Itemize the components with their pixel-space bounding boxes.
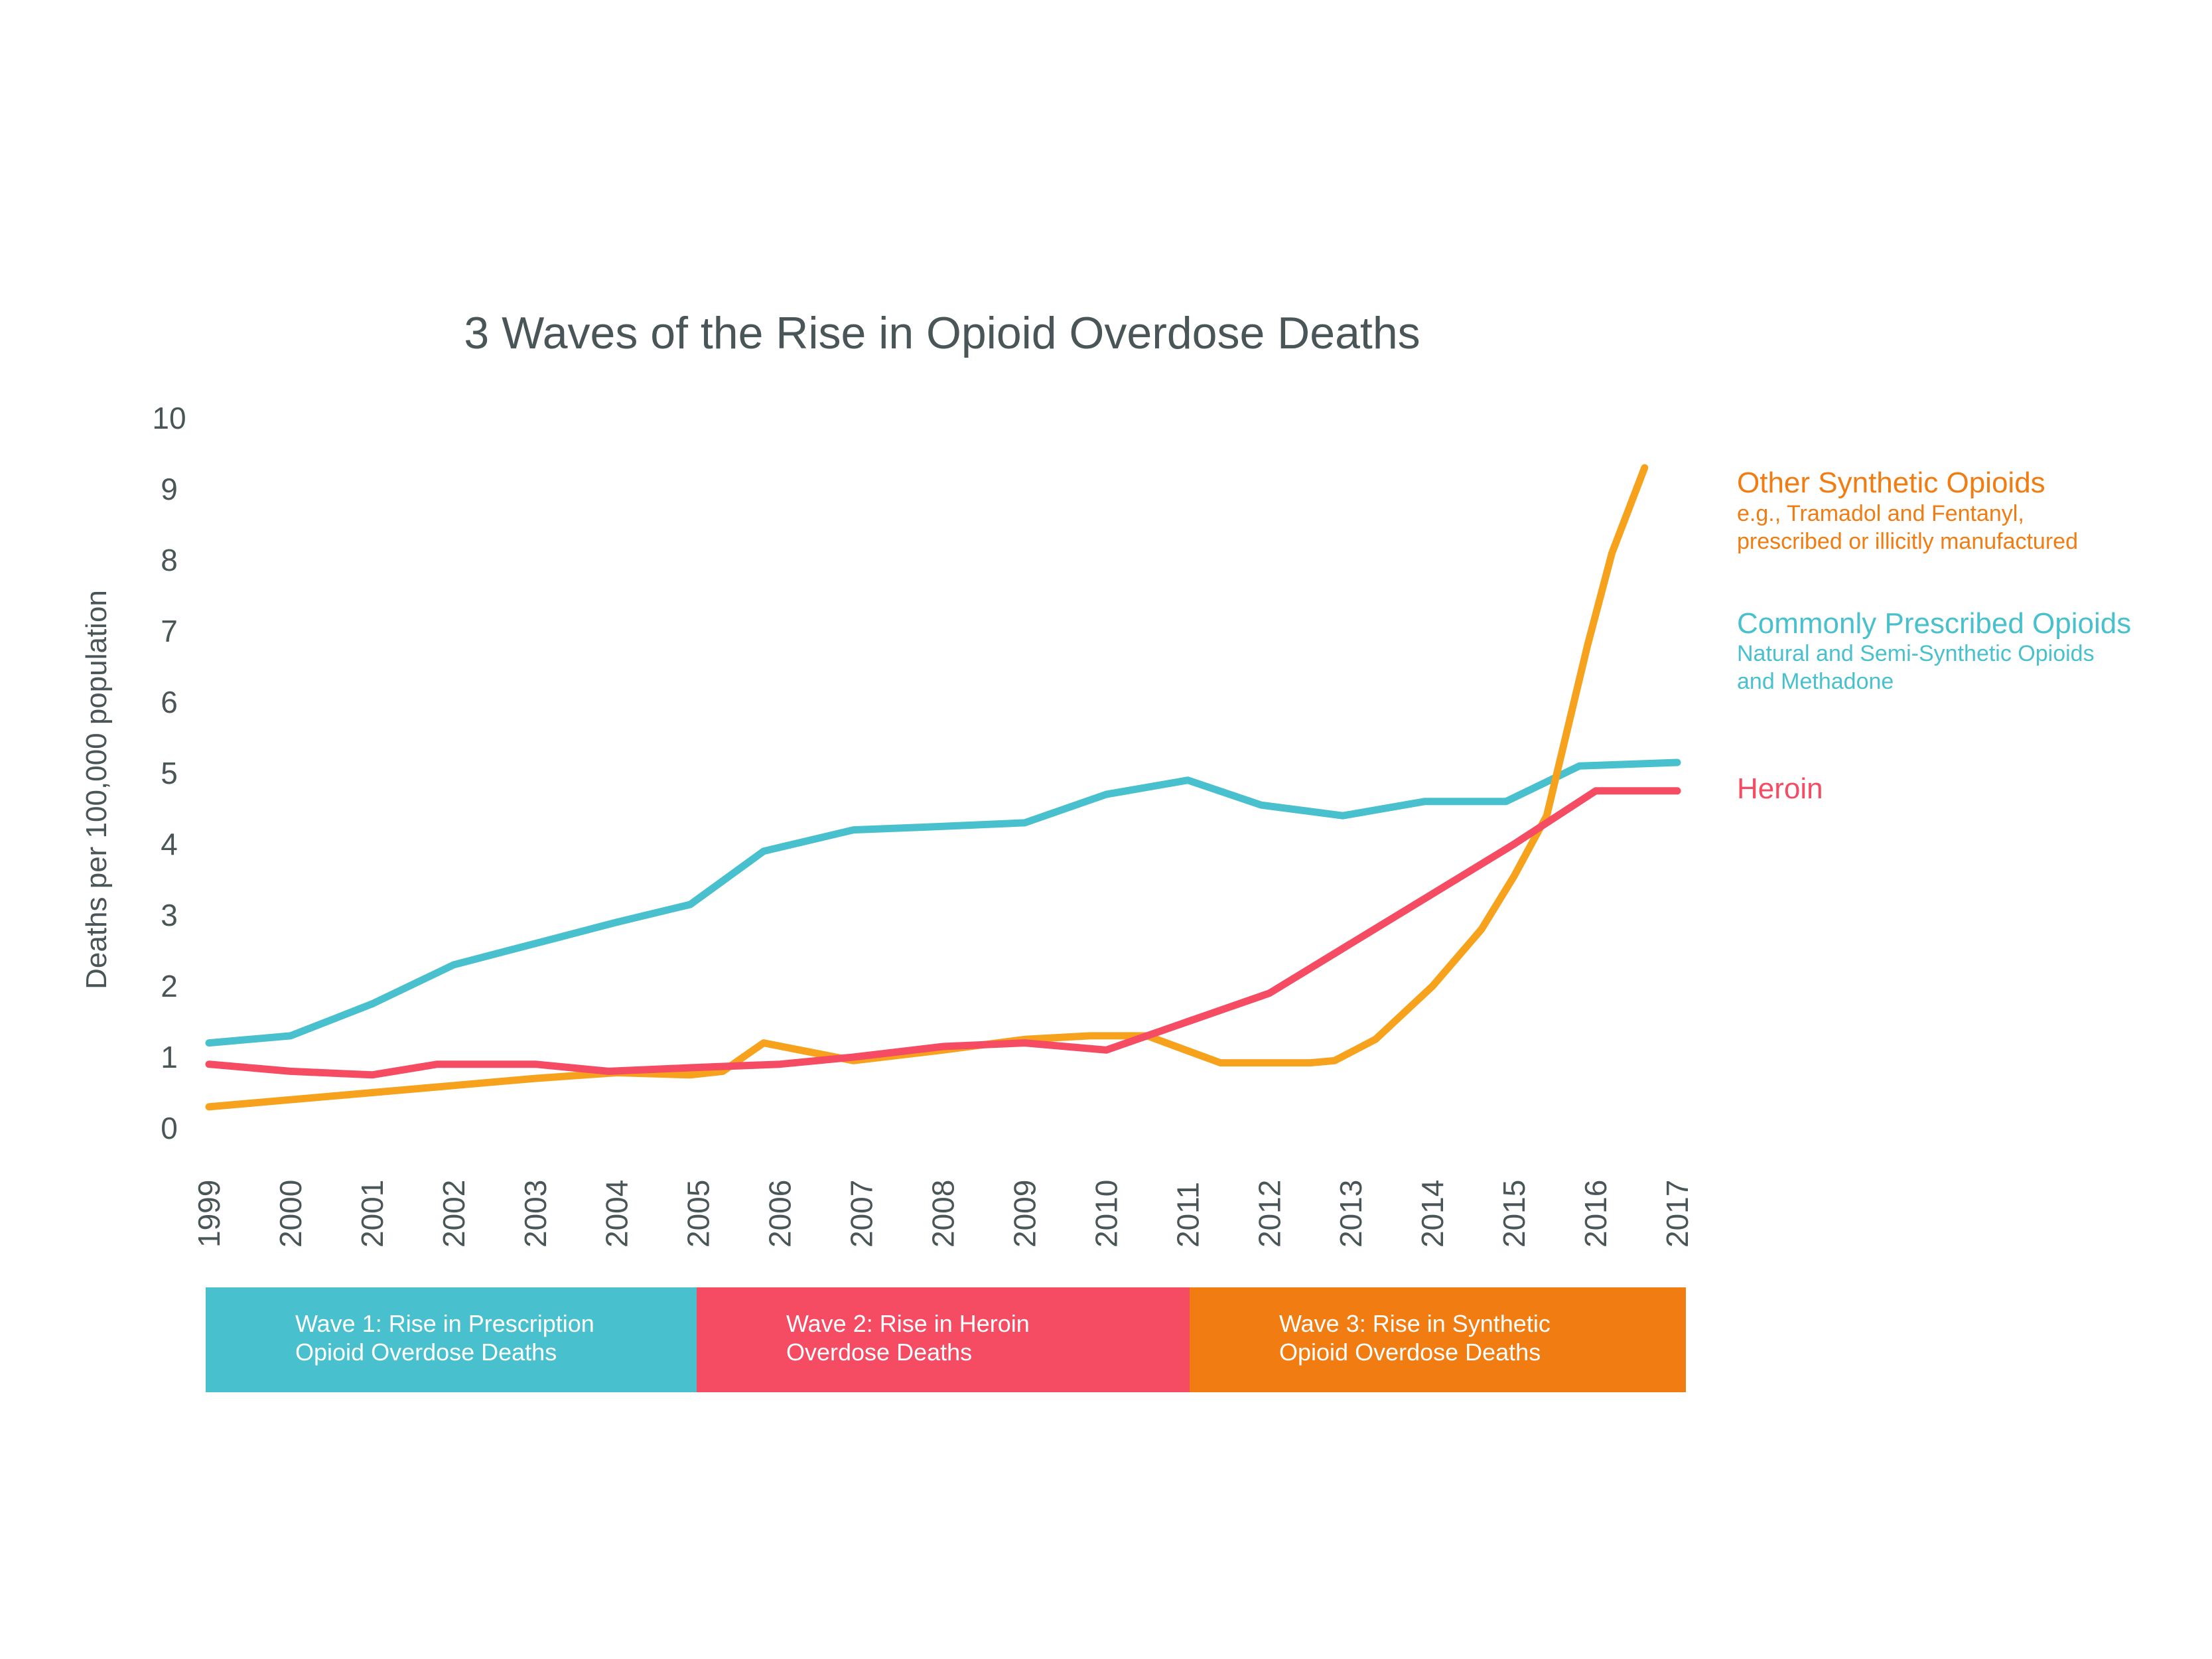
legend-synthetic-name: Other Synthetic Opioids [1737,467,2045,499]
x-tick-label: 2004 [600,1180,634,1248]
x-tick-label: 2014 [1415,1180,1450,1248]
series-lines [205,464,1681,1111]
x-tick-label: 2005 [681,1180,716,1248]
wave-2-label-line1: Wave 2: Rise in Heroin [786,1310,1030,1337]
y-tick-label: 3 [161,898,178,932]
y-tick-label: 10 [152,401,186,435]
x-tick-label: 2013 [1334,1180,1368,1248]
x-tick-label: 2003 [518,1180,553,1248]
y-tick-label: 5 [161,756,178,790]
x-tick-label: 2006 [763,1180,797,1248]
series-line-prescribed [205,758,1681,1047]
wave-1-label-line2: Opioid Overdose Deaths [295,1338,557,1366]
x-tick-label: 2002 [437,1180,471,1248]
wave-band-3 [1190,1287,1686,1392]
y-tick-label: 0 [161,1111,178,1145]
legend-synthetic-note-2: prescribed or illicitly manufactured [1737,529,2078,554]
wave-band-2 [697,1287,1190,1392]
x-tick-label: 2008 [926,1180,961,1248]
y-tick-label: 9 [161,472,178,506]
chart-title: 3 Waves of the Rise in Opioid Overdose D… [464,308,1420,358]
legend-prescribed-note-1: Natural and Semi-Synthetic Opioids [1737,641,2095,666]
x-tick-label: 2001 [355,1180,389,1248]
x-tick-label: 2007 [845,1180,879,1248]
x-tick-label: 1999 [192,1180,226,1248]
legend-heroin-name: Heroin [1737,772,1823,805]
y-tick-label: 7 [161,614,178,648]
wave-band-1 [206,1287,697,1392]
series-line-heroin [205,787,1681,1079]
legend-prescribed-note-2: and Methadone [1737,669,1894,694]
x-tick-label: 2011 [1170,1182,1205,1248]
x-tick-label: 2017 [1660,1180,1694,1248]
wave-1-label-line1: Wave 1: Rise in Prescription [295,1310,594,1337]
y-tick-label: 2 [161,969,178,1003]
x-axis-ticks: 1999 2000 2001 2002 2003 2004 2005 2006 2007 2008… [192,1180,1694,1248]
x-tick-label: 2015 [1497,1180,1531,1248]
y-axis-ticks: 0 1 2 3 4 5 6 7 8 9 10 [152,401,186,1145]
wave-3-label-line1: Wave 3: Rise in Synthetic [1279,1310,1551,1337]
wave-2-label-line2: Overdose Deaths [786,1338,972,1366]
x-tick-label: 2009 [1007,1180,1042,1248]
legend-synthetic-note-1: e.g., Tramadol and Fentanyl, [1737,501,2024,526]
y-tick-label: 6 [161,685,178,719]
legend-prescribed-name: Commonly Prescribed Opioids [1737,607,2131,640]
series-line-synthetic [205,464,1649,1111]
y-axis-label: Deaths per 100,000 population [80,590,113,989]
wave-3-label-line2: Opioid Overdose Deaths [1279,1338,1541,1366]
y-tick-label: 4 [161,827,178,861]
x-tick-label: 2000 [273,1180,308,1248]
x-tick-label: 2016 [1578,1180,1613,1248]
y-tick-label: 8 [161,543,178,577]
y-tick-label: 1 [161,1040,178,1074]
legend: Other Synthetic Opioids e.g., Tramadol a… [1737,467,2131,805]
x-tick-label: 2012 [1252,1180,1286,1248]
x-tick-label: 2010 [1089,1180,1123,1248]
